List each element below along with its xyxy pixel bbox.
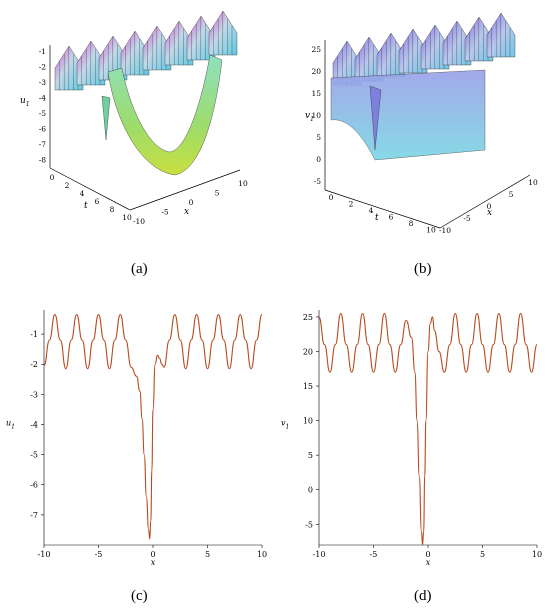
caption-a: (a) (131, 261, 148, 277)
t-tick-label: 2 (349, 200, 354, 209)
y-tick-label: 0 (308, 486, 313, 495)
x-tick-label: -5 (161, 208, 169, 217)
z-tick-label: -1 (39, 47, 46, 56)
x-axis-u1 (129, 169, 241, 211)
z-tick-label: -8 (39, 156, 47, 165)
caption-c: (c) (131, 588, 148, 604)
surface-spike-v1 (369, 85, 382, 151)
t-tick-label: 0 (329, 193, 334, 202)
y-axis-label: v1 (281, 419, 289, 431)
z-tick-label: 25 (311, 45, 321, 54)
x-tick-label: 0 (189, 198, 194, 207)
x-axis-label: x (426, 558, 431, 567)
t-axis-label-v1: t (375, 213, 379, 223)
series-line (43, 313, 263, 540)
z-tick-label: 0 (316, 155, 321, 164)
x-tick-label: 5 (215, 189, 220, 198)
t-axis-label-u1: t (84, 201, 88, 211)
line-chart-v1: -10 -5 0 5 10 25 20 15 10 5 0 -5 x v1 (281, 310, 542, 567)
t-tick-label: 8 (409, 219, 414, 228)
z-tick-label: -2 (39, 63, 47, 72)
x-tick-label: 5 (480, 550, 485, 559)
t-tick-label: 0 (50, 173, 55, 182)
t-tick-label: 2 (65, 181, 70, 190)
t-tick-label: 10 (122, 213, 132, 222)
y-tick-label: 20 (303, 347, 313, 356)
z-axis-label-u1: u1 (20, 96, 30, 108)
t-tick-label: 6 (95, 197, 100, 206)
x-axis-v1 (439, 174, 531, 229)
t-axis-v1 (324, 189, 441, 229)
x-tick-label: -5 (463, 214, 471, 223)
x-axis-label-v1: x (487, 208, 492, 218)
x-tick-label: 10 (528, 178, 538, 187)
x-tick-label: -10 (133, 217, 145, 226)
y-axis-label: u1 (6, 419, 15, 431)
surface-dip-u1 (107, 54, 223, 176)
surface-spike-u1 (101, 95, 111, 141)
t-tick-label: 4 (80, 189, 85, 198)
x-tick-label: -5 (95, 550, 103, 559)
y-tick-label: 25 (303, 313, 313, 322)
z-tick-label: -3 (39, 78, 47, 87)
surface-wall-v1 (330, 69, 486, 161)
surface-plot-v1: 25 20 15 10 5 0 -5 0 2 4 6 8 10 10 5 0 -5 -10 v1 t x (305, 12, 538, 235)
z-tick-label: 20 (311, 67, 321, 76)
caption-d: (d) (414, 588, 432, 604)
x-tick-label: 5 (205, 550, 210, 559)
x-tick-label: 0 (150, 550, 155, 559)
y-tick-label: -6 (30, 481, 38, 490)
t-tick-label: 8 (110, 205, 115, 214)
z-tick-label: -6 (39, 125, 47, 134)
x-tick-label: -10 (38, 550, 51, 559)
y-tick-label: -2 (30, 360, 38, 369)
x-tick-label: -10 (313, 550, 326, 559)
x-tick-label: -10 (439, 226, 451, 235)
t-axis-u1 (49, 167, 131, 211)
x-tick-label: 10 (532, 550, 542, 559)
x-tick-label: 10 (238, 179, 248, 188)
t-tick-label: 6 (389, 213, 394, 222)
y-tick-label: -3 (30, 390, 38, 399)
series-line (318, 312, 538, 546)
t-tick-label: 10 (426, 226, 436, 235)
y-tick-label: -5 (305, 520, 313, 529)
surface-ridge (486, 12, 516, 58)
y-tick-label: -1 (30, 330, 38, 339)
z-tick-label: 15 (311, 89, 321, 98)
y-tick-label: -4 (30, 420, 38, 429)
z-tick-label: -4 (39, 94, 47, 103)
x-tick-label: 5 (509, 190, 514, 199)
y-tick-label: -7 (30, 511, 38, 520)
tick-labels-v1: 25 20 15 10 5 0 -5 0 2 4 6 8 10 10 5 0 -5 -10 (311, 45, 538, 235)
t-tick-label: 4 (369, 206, 374, 215)
x-tick-label: 10 (257, 550, 267, 559)
x-axis-label: x (151, 558, 156, 567)
z-axis-label-v1: v1 (305, 111, 314, 123)
x-tick-label: 0 (425, 550, 430, 559)
z-tick-label: -5 (314, 177, 322, 186)
x-tick-label: 0 (487, 202, 492, 211)
y-tick-label: 15 (303, 382, 313, 391)
z-tick-label: -7 (39, 140, 47, 149)
caption-b: (b) (414, 261, 432, 277)
y-tick-label: 5 (308, 451, 313, 460)
surface-ridge (208, 10, 238, 56)
line-chart-u1: -10 -5 0 5 10 -1 -2 -3 -4 -5 -6 -7 x u1 (6, 310, 267, 567)
x-axis-label-u1: x (184, 207, 189, 217)
z-tick-label: -5 (39, 109, 47, 118)
x-tick-label: -5 (370, 550, 378, 559)
y-tick-label: 10 (303, 417, 313, 426)
y-tick-label: -5 (30, 451, 38, 460)
z-tick-label: 5 (316, 133, 321, 142)
z-tick-label: 10 (311, 111, 321, 120)
surface-ridges-v1 (332, 12, 516, 86)
